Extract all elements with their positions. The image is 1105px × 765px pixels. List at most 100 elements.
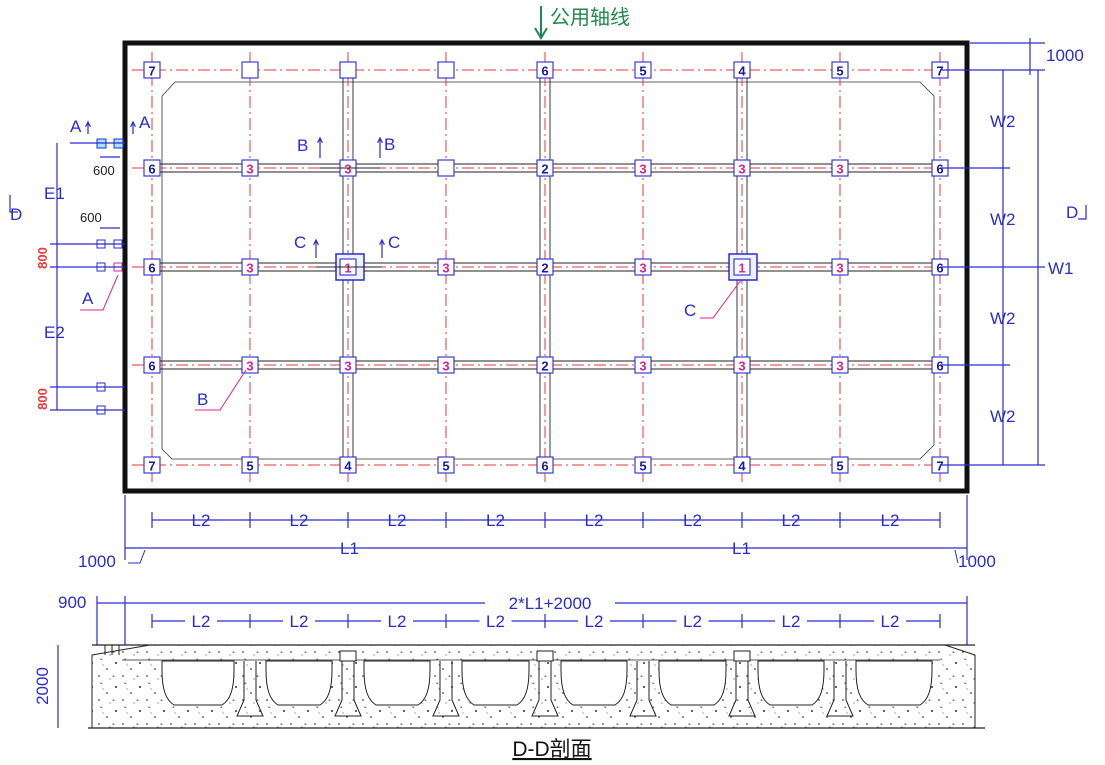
- section-mark-b-right: B: [384, 135, 395, 154]
- grid-node-label: 3: [836, 162, 843, 177]
- l2-label: L2: [290, 511, 309, 530]
- grid-node-label: 7: [148, 64, 155, 79]
- left-margin-label: 1000: [78, 552, 116, 571]
- grid-node-box: [143, 159, 161, 177]
- grid-node-label: 5: [442, 459, 449, 474]
- bottom-dimensions: L1 L1 1000 1000 L2 L2 L2 L2 L2 L2 L2 L2: [78, 495, 996, 571]
- section-l2-bg: [578, 613, 610, 629]
- section-mark-a-left: A: [70, 117, 82, 136]
- grid-node-box: [831, 258, 849, 276]
- section-l2-label: L2: [585, 612, 604, 631]
- grid-node-label: 2: [541, 359, 548, 374]
- grid-node-box: [733, 258, 751, 276]
- grid-node-label: 5: [836, 459, 843, 474]
- grid-node-box: [536, 258, 554, 276]
- grid-node-label: 4: [344, 459, 352, 474]
- grid-node-box: [733, 159, 751, 177]
- section-l2-bg: [283, 613, 315, 629]
- grid-node-box: [831, 456, 849, 474]
- grid-node-box: [241, 159, 259, 177]
- grid-node-box: [143, 456, 161, 474]
- section-beam-head: [733, 650, 751, 662]
- grid-node-box: [634, 456, 652, 474]
- grid-node-label: 6: [936, 261, 943, 276]
- grid-node-label: 3: [639, 261, 646, 276]
- pile-cap-right: [728, 253, 758, 281]
- grid-node-box: [339, 356, 357, 374]
- section-beam-head: [536, 650, 554, 662]
- grid-node-label: 5: [639, 64, 646, 79]
- section-l2-bg: [874, 613, 906, 629]
- top-margin-label: 1000: [1046, 46, 1084, 65]
- section-l2-dims: L2 L2 L2 L2 L2 L2 L2 L2: [151, 612, 941, 631]
- grid-node-box: [733, 456, 751, 474]
- section-l2-label: L2: [486, 612, 505, 631]
- section-mark-d-left: D: [10, 205, 22, 224]
- e2-label: E2: [44, 323, 65, 342]
- section-l2-label: L2: [290, 612, 309, 631]
- section-mark-a-right: A: [139, 113, 151, 132]
- grid-node-label: 4: [738, 459, 746, 474]
- grid-node-box: [241, 356, 259, 374]
- l2-label: L2: [881, 511, 900, 530]
- section-l2-label: L2: [782, 612, 801, 631]
- right-margin-label: 1000: [958, 552, 996, 571]
- grid-node-label: 6: [148, 261, 155, 276]
- section-l2-label: L2: [192, 612, 211, 631]
- section-cuts: B B C C C B: [195, 135, 742, 411]
- grid-node-box: [143, 61, 161, 79]
- section-mark-d-right: D: [1066, 203, 1078, 222]
- l2-label: L2: [683, 511, 702, 530]
- grid-node-box: [536, 456, 554, 474]
- section-mark-c-right: C: [388, 233, 400, 252]
- grid-node-label: 3: [344, 162, 351, 177]
- section-l2-label: L2: [388, 612, 407, 631]
- grid-node-box: [634, 61, 652, 79]
- grid-node-label: 2: [541, 162, 548, 177]
- grid-node-box: [437, 456, 455, 474]
- section-view: 900 2*L1+2000 L2 L2 L2 L2 L2 L2 L2 L2 2000 D-D剖…: [33, 592, 985, 761]
- l2-label: L2: [782, 511, 801, 530]
- grid-node-label: 7: [148, 459, 155, 474]
- grid-node-label: 3: [344, 359, 351, 374]
- grid-node-box: [143, 356, 161, 374]
- section-l2-bg: [775, 613, 807, 629]
- grid-node-box: [634, 159, 652, 177]
- grid-node-label: 1: [738, 261, 745, 276]
- slab-outline: [161, 81, 935, 460]
- section-l2-bg: [185, 613, 217, 629]
- section-beam-head: [339, 650, 357, 662]
- section-rib: [334, 661, 362, 717]
- grid-node-box: [733, 61, 751, 79]
- grid-node-label: 5: [246, 459, 253, 474]
- w2-label-1: W2: [990, 112, 1016, 131]
- section-rib: [629, 661, 657, 717]
- pile-spacing-label-mid: 600: [80, 210, 102, 225]
- grid-node-box: [634, 258, 652, 276]
- grid-node-label: 6: [541, 64, 548, 79]
- grid-node-label: 3: [639, 359, 646, 374]
- section-rib: [432, 661, 460, 717]
- grid-node-box: [536, 356, 554, 374]
- grid-node-label: 7: [936, 64, 943, 79]
- section-l2-label: L2: [881, 612, 900, 631]
- grid-node-label: 5: [836, 64, 843, 79]
- right-dimensions: 1000 W2 W2 W2 W2 W1 D: [940, 38, 1087, 466]
- grid-node-label: 3: [836, 359, 843, 374]
- l2-label: L2: [192, 511, 211, 530]
- grid-node-label: 6: [541, 459, 548, 474]
- grid-node-label: 5: [639, 459, 646, 474]
- grid-node-box: [831, 356, 849, 374]
- grid-node-box: [733, 356, 751, 374]
- grid-node-box: [831, 61, 849, 79]
- pile-offset-label-top: 800: [35, 247, 50, 269]
- e1-label: E1: [44, 184, 65, 203]
- grid-node-label: 3: [442, 261, 449, 276]
- grid-node-label: 3: [836, 261, 843, 276]
- grid-node-label: 7: [936, 459, 943, 474]
- grid-node-box: [536, 61, 554, 79]
- grid-node-label: 4: [738, 64, 746, 79]
- grid-node-label: 3: [246, 359, 253, 374]
- grid-node-box: [634, 356, 652, 374]
